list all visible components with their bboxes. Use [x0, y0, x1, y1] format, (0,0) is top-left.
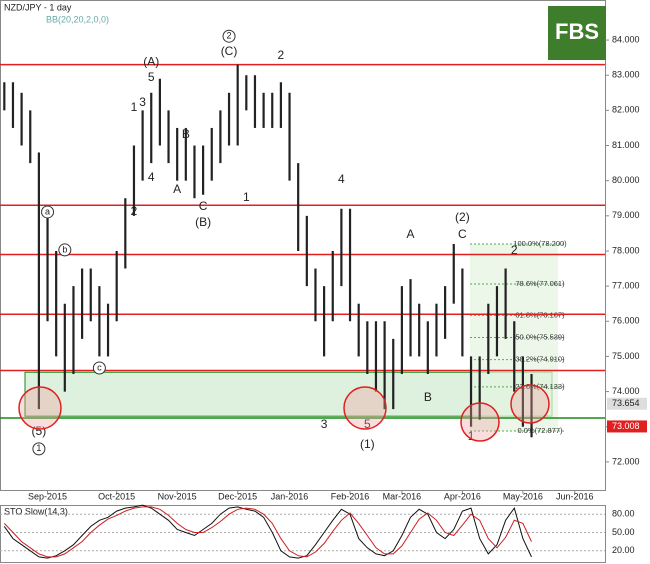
- wave-label: 1: [131, 100, 138, 114]
- y-tick-label: 83.000: [612, 70, 640, 80]
- annotation-circle: [41, 205, 55, 219]
- x-tick-label: Apr-2016: [444, 491, 481, 501]
- x-tick-label: Nov-2015: [158, 491, 197, 501]
- annotation-circle: [58, 243, 72, 257]
- wave-label: 5: [364, 417, 371, 431]
- price-label: 73.654: [612, 398, 640, 408]
- osc-line: [3, 506, 532, 558]
- y-tick-label: 72.000: [612, 456, 640, 466]
- wave-label: (2): [455, 210, 470, 224]
- wave-label: a: [45, 206, 50, 216]
- y-tick-label: 76.000: [612, 316, 640, 326]
- logo-box: [548, 6, 606, 60]
- y-tick-label: 79.000: [612, 210, 640, 220]
- wave-label: A: [173, 182, 181, 196]
- circle: [18, 386, 62, 430]
- highlight-circles: [18, 384, 550, 442]
- fib-label: 100.0%(78.200): [513, 239, 567, 248]
- wave-label: 2: [131, 204, 138, 218]
- osc-tick-label: 50.00: [612, 527, 635, 537]
- wave-label: c: [97, 362, 102, 372]
- y-tick-label: 82.000: [612, 105, 640, 115]
- annotation-circle: [32, 442, 46, 456]
- x-tick-label: Jun-2016: [556, 491, 594, 501]
- x-tick-label: May-2016: [503, 491, 543, 501]
- wave-label: (B): [195, 215, 211, 229]
- zone: [24, 371, 553, 417]
- wave-label: 2: [278, 48, 285, 62]
- y-tick-label: 81.000: [612, 140, 640, 150]
- chart-title: NZD/JPY - 1 day: [4, 2, 72, 12]
- wave-label: (A): [143, 54, 159, 68]
- fib-label: 38.2%(74.910): [515, 355, 565, 364]
- fib-label: 78.6%(77.061): [515, 279, 565, 288]
- wave-label: 3: [139, 95, 146, 109]
- y-tick-label: 74.000: [612, 386, 640, 396]
- wave-label: 1: [468, 429, 475, 443]
- wave-label: 2: [511, 243, 518, 257]
- wave-label: 3: [321, 417, 328, 431]
- y-tick-label: 77.000: [612, 281, 640, 291]
- wave-label: 2: [227, 31, 232, 41]
- fib-label: 50.0%(75.539): [515, 332, 565, 341]
- wave-label: 4: [338, 172, 345, 186]
- y-tick-label: 80.000: [612, 175, 640, 185]
- osc-line: [3, 504, 532, 559]
- price-label: 73.008: [612, 421, 640, 431]
- osc-tick-label: 80.00: [612, 509, 635, 519]
- wave-label: C: [199, 199, 208, 213]
- circle: [510, 384, 550, 424]
- fib-label: 23.6%(74.133): [515, 382, 565, 391]
- wave-label: 1: [36, 443, 41, 453]
- x-tick-label: Feb-2016: [331, 491, 370, 501]
- price-label-box: [607, 420, 647, 433]
- annotation-circle: [222, 29, 236, 43]
- wave-label: 1: [243, 190, 250, 204]
- main-frame: [0, 0, 606, 491]
- wave-label: A: [407, 227, 415, 241]
- y-tick-label: 78.000: [612, 245, 640, 255]
- y-tick-label: 84.000: [612, 34, 640, 44]
- wave-label: (1): [360, 437, 375, 451]
- annotation-circle: [92, 361, 106, 375]
- x-tick-label: Sep-2015: [28, 491, 67, 501]
- osc-tick-label: 20.00: [612, 545, 635, 555]
- wave-label: 5: [148, 70, 155, 84]
- osc-label: STO Slow(14,3): [4, 506, 68, 516]
- wave-label: (5): [32, 424, 47, 438]
- wave-label: b: [62, 244, 67, 254]
- x-tick-label: Dec-2015: [218, 491, 257, 501]
- wave-label: B: [424, 390, 432, 404]
- price-label-box: [607, 397, 647, 410]
- x-tick-label: Jan-2016: [271, 491, 309, 501]
- fib-label: 0.0%(72.877): [517, 426, 563, 435]
- x-tick-label: Oct-2015: [98, 491, 135, 501]
- wave-label: C: [458, 227, 467, 241]
- circle: [343, 386, 387, 430]
- logo: FBS: [555, 19, 599, 44]
- y-tick-label: 75.000: [612, 351, 640, 361]
- wave-label: (C): [221, 44, 238, 58]
- indicator-label: BB(20,20,2,0,0): [46, 14, 109, 24]
- wave-label: 4: [148, 170, 155, 184]
- wave-label: B: [182, 127, 190, 141]
- osc-frame: [0, 505, 606, 563]
- x-tick-label: Mar-2016: [383, 491, 422, 501]
- circle: [460, 402, 500, 442]
